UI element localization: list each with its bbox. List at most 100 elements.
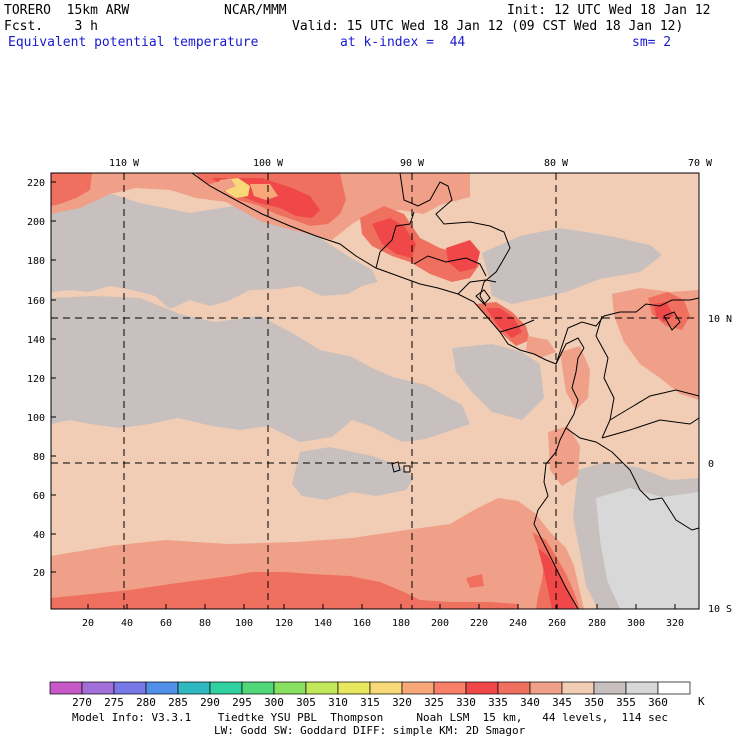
border-andes-east xyxy=(609,389,700,421)
costarica-330 xyxy=(486,308,522,338)
colorbar-swatch xyxy=(657,681,691,695)
x-tick-label: 20 xyxy=(82,618,94,629)
lon-label-80w: 80 W xyxy=(544,158,569,169)
colorbar-swatch xyxy=(81,681,115,695)
coastal-peru-330 xyxy=(538,548,576,609)
grid-x-labels: 20 40 60 80 100 120 140 160 180 200 220 … xyxy=(82,618,684,629)
colorbar-swatch xyxy=(529,681,563,695)
colorbar-label: 305 xyxy=(296,696,316,709)
level-label: at k-index = 44 xyxy=(340,35,466,50)
y-tick-label: 160 xyxy=(27,296,45,307)
coastline-south-america-north xyxy=(555,297,700,365)
colorbar-label: 340 xyxy=(520,696,540,709)
colorbar-swatch xyxy=(561,681,595,695)
lake-nicaragua xyxy=(475,289,491,305)
lon-label-110w: 110 W xyxy=(109,158,140,169)
y-tick-label: 200 xyxy=(27,217,45,228)
band-335-south xyxy=(51,572,518,609)
grey-region-offshore xyxy=(452,344,544,420)
colorbar-label: 280 xyxy=(136,696,156,709)
lon-label-90w: 90 W xyxy=(400,158,425,169)
x-tick-label: 260 xyxy=(548,618,566,629)
x-tick-label: 120 xyxy=(275,618,293,629)
band-340-south xyxy=(51,498,584,609)
y-tick-label: 20 xyxy=(33,568,45,579)
colorbar-label: 275 xyxy=(104,696,124,709)
guatemala-330 xyxy=(372,218,416,258)
grid-y-labels: 20 40 60 80 100 120 140 160 180 200 220 xyxy=(27,178,45,579)
frame-ticks xyxy=(51,181,676,609)
border-colombia-ecuador xyxy=(565,427,613,453)
pacific-speck-340 xyxy=(210,178,236,192)
grey-region-central-pacific xyxy=(51,296,470,442)
model-info-line2: LW: Godd SW: Goddard DIFF: simple KM: 2D… xyxy=(214,724,526,737)
colorbar-swatch xyxy=(369,681,403,695)
colorbar-swatch xyxy=(49,681,83,695)
coastline-caribbean-north xyxy=(399,172,511,307)
x-tick-label: 240 xyxy=(509,618,527,629)
init-time: Init: 12 UTC Wed 18 Jan 12 xyxy=(507,3,711,18)
pacific-speck-335 xyxy=(466,574,484,588)
field-name: Equivalent potential temperature xyxy=(8,35,259,50)
y-tick-label: 140 xyxy=(27,335,45,346)
colorbar-label: 285 xyxy=(168,696,188,709)
honduras-330 xyxy=(446,240,480,272)
colorbar-label: 335 xyxy=(488,696,508,709)
x-tick-label: 320 xyxy=(666,618,684,629)
y-tick-label: 40 xyxy=(33,530,45,541)
model-title: TORERO 15km ARW xyxy=(4,3,130,18)
colorbar-swatch xyxy=(241,681,275,695)
forecast-hour: Fcst. 3 h xyxy=(4,19,98,34)
x-tick-label: 200 xyxy=(431,618,449,629)
colorbar-label: 295 xyxy=(232,696,252,709)
colorbar-swatch xyxy=(305,681,339,695)
colorbar-swatch xyxy=(145,681,179,695)
y-tick-label: 100 xyxy=(27,413,45,424)
colorbar-swatch xyxy=(177,681,211,695)
mexico-coast-335 xyxy=(51,173,92,206)
panama-340 xyxy=(526,336,556,358)
colorbar-swatch xyxy=(209,681,243,695)
colorbar-swatch xyxy=(401,681,435,695)
map-panel xyxy=(50,172,700,610)
warm-field-regions xyxy=(51,173,699,609)
longitude-labels: 110 W 100 W 90 W 80 W 70 W xyxy=(109,158,713,169)
y-tick-label: 180 xyxy=(27,256,45,267)
colorbar-label: 330 xyxy=(456,696,476,709)
caribbean-island xyxy=(663,311,681,331)
x-tick-label: 180 xyxy=(392,618,410,629)
grey-region-panama-bight xyxy=(482,228,662,304)
x-tick-label: 140 xyxy=(314,618,332,629)
colorbar-label: 315 xyxy=(360,696,380,709)
colorbar-label: 310 xyxy=(328,696,348,709)
colorbar-swatch xyxy=(497,681,531,695)
valid-time: Valid: 15 UTC Wed 18 Jan 12 (09 CST Wed … xyxy=(292,19,684,34)
border-peru xyxy=(611,451,663,501)
border-costa-rica xyxy=(499,319,535,333)
x-tick-label: 100 xyxy=(235,618,253,629)
x-tick-label: 80 xyxy=(199,618,211,629)
latitude-labels: 10 N 0 10 S xyxy=(708,314,732,615)
lon-label-100w: 100 W xyxy=(253,158,284,169)
colorbar-swatch xyxy=(273,681,307,695)
colorbar-swatch xyxy=(593,681,627,695)
y-tick-label: 220 xyxy=(27,178,45,189)
lat-label-10s: 10 S xyxy=(708,604,732,615)
y-tick-label: 120 xyxy=(27,374,45,385)
smoothing-label: sm= 2 xyxy=(632,35,672,50)
x-tick-label: 300 xyxy=(627,618,645,629)
colorbar-label: 290 xyxy=(200,696,220,709)
colorbar-label: 270 xyxy=(72,696,92,709)
x-tick-label: 160 xyxy=(353,618,371,629)
border-brazil xyxy=(601,417,700,439)
colorbar-label: 355 xyxy=(616,696,636,709)
x-tick-label: 40 xyxy=(121,618,133,629)
x-tick-label: 280 xyxy=(588,618,606,629)
y-tick-label: 80 xyxy=(33,452,45,463)
model-info-line1: Model Info: V3.3.1 Tiedtke YSU PBL Thomp… xyxy=(72,711,669,724)
x-tick-label: 60 xyxy=(160,618,172,629)
x-tick-label: 220 xyxy=(470,618,488,629)
colorbar-swatch xyxy=(113,681,147,695)
colorbar-label: 300 xyxy=(264,696,284,709)
colorbar-unit: K xyxy=(698,695,705,708)
